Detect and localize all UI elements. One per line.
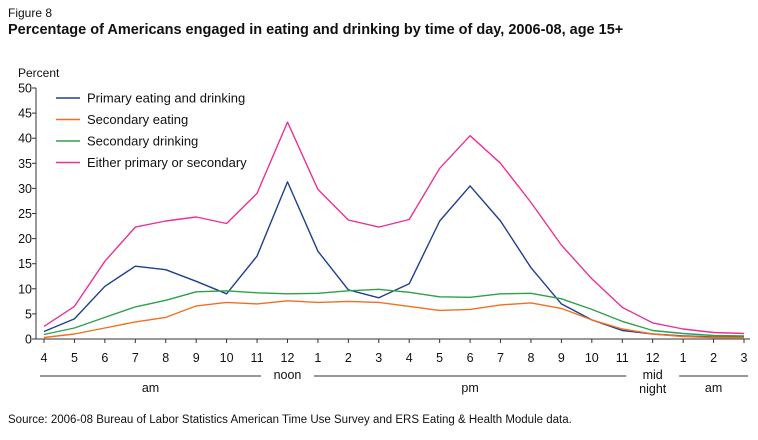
y-tick-label: 5	[25, 307, 32, 321]
x-tick-label: 6	[101, 351, 108, 365]
x-tick-label: 5	[436, 351, 443, 365]
x-tick-label: 11	[616, 351, 629, 365]
y-tick-label: 40	[18, 132, 32, 146]
x-tick-label: 10	[220, 351, 234, 365]
x-tick-label: 8	[162, 351, 169, 365]
x-tick-label: 5	[71, 351, 78, 365]
x-tick-label: 12	[281, 351, 295, 365]
legend-label: Secondary eating	[87, 112, 188, 127]
y-ticks: 0 5 10 15 20 25 30 35 40 45 50	[18, 82, 36, 347]
period-label: am	[142, 381, 159, 395]
x-tick-label: 7	[132, 351, 139, 365]
y-tick-label: 10	[18, 282, 32, 296]
period-label: night	[639, 382, 667, 396]
series-line-0	[43, 181, 744, 338]
y-axis-label: Percent	[18, 66, 60, 80]
series-line-2	[43, 288, 745, 337]
legend-label: Secondary drinking	[87, 134, 198, 149]
legend: Primary eating and drinking Secondary eat…	[56, 91, 247, 170]
series-line-3	[43, 121, 745, 335]
y-tick-label: 45	[18, 107, 32, 121]
x-tick-label: 6	[467, 351, 474, 365]
x-tick-label: 7	[497, 351, 504, 365]
x-tick-label: 3	[741, 351, 748, 365]
x-tick-label: 1	[314, 351, 321, 365]
x-tick-label: 2	[710, 351, 717, 365]
y-tick-label: 35	[18, 157, 32, 171]
x-tick-label: 2	[345, 351, 352, 365]
x-tick-label: 4	[41, 351, 48, 365]
x-tick-label: 3	[375, 351, 382, 365]
source-note: Source: 2006-08 Bureau of Labor Statisti…	[8, 414, 572, 426]
x-tick-label: 12	[646, 351, 660, 365]
x-tick-label: 4	[406, 351, 413, 365]
x-tick-label: 10	[585, 351, 599, 365]
y-tick-label: 20	[18, 232, 32, 246]
y-tick-label: 50	[18, 82, 32, 96]
y-tick-label: 30	[18, 182, 32, 196]
period-label: noon	[274, 368, 302, 382]
series-lines	[43, 121, 745, 339]
y-tick-label: 0	[25, 333, 32, 347]
period-label: pm	[461, 381, 478, 395]
x-tick-label: 1	[680, 351, 687, 365]
x-tick-label: 9	[558, 351, 565, 365]
period-label: mid	[643, 368, 663, 382]
legend-label: Either primary or secondary	[87, 155, 247, 170]
legend-label: Primary eating and drinking	[87, 91, 245, 106]
x-tick-label: 9	[193, 351, 200, 365]
y-tick-label: 15	[18, 257, 32, 271]
series-line-1	[43, 300, 744, 339]
x-tick-label: 8	[527, 351, 534, 365]
y-tick-label: 25	[18, 207, 32, 221]
x-ticks: 4 5 6 7 8 9 10 11 12 1 2 3 4 5 6 7 8 9 10 11 12 1 2 3	[41, 339, 748, 365]
figure-label: Figure 8	[8, 6, 53, 20]
chart-title: Percentage of Americans engaged in eatin…	[8, 22, 624, 38]
period-label: am	[705, 381, 722, 395]
x-tick-label: 11	[251, 351, 264, 365]
